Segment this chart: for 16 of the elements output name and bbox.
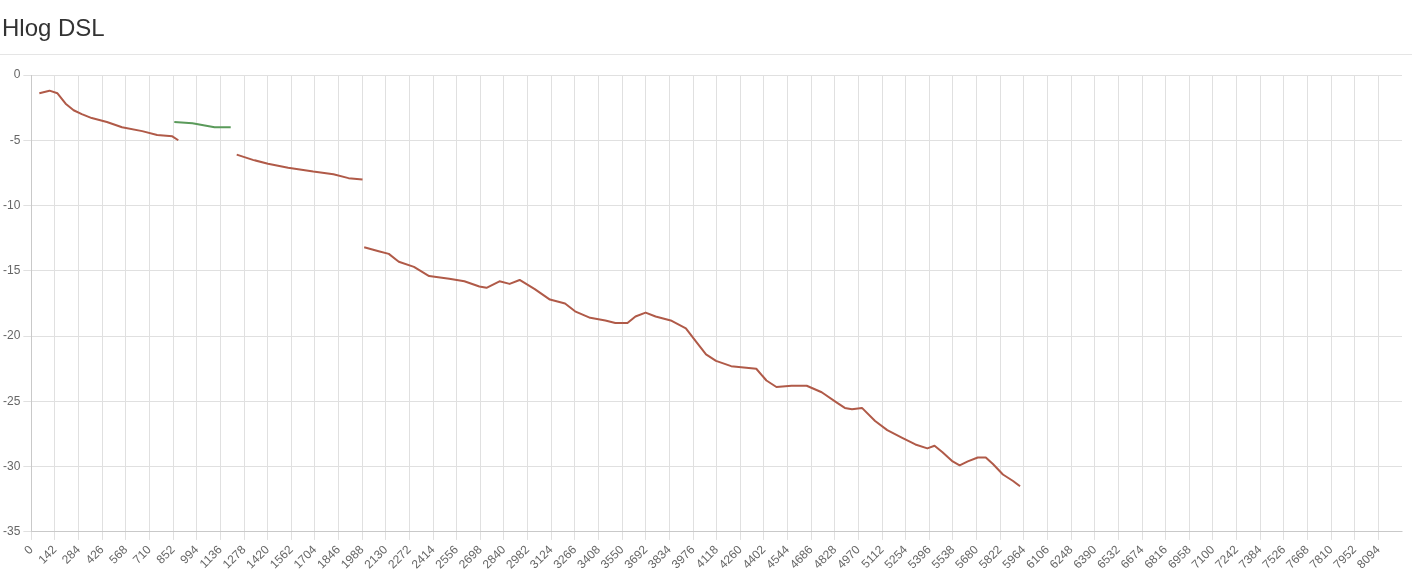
x-tick-label: 0 <box>21 542 37 558</box>
x-tick-label: 852 <box>153 542 178 567</box>
x-tick-label: 426 <box>82 542 107 567</box>
y-tick-label: -25 <box>3 393 21 408</box>
y-tick-label: 0 <box>13 67 21 82</box>
y-tick-label: -10 <box>3 197 21 212</box>
y-tick-label: -35 <box>3 524 21 539</box>
y-tick-label: -20 <box>3 328 21 343</box>
x-tick-label: 284 <box>59 542 84 567</box>
x-tick-label: 142 <box>35 542 60 567</box>
x-tick-label: 710 <box>129 542 155 567</box>
chart-title: Hlog DSL <box>0 0 1412 55</box>
x-tick-label: 568 <box>106 542 131 567</box>
y-tick-label: -5 <box>9 132 21 147</box>
y-tick-label: -30 <box>3 458 21 473</box>
y-tick-label: -15 <box>3 263 21 278</box>
